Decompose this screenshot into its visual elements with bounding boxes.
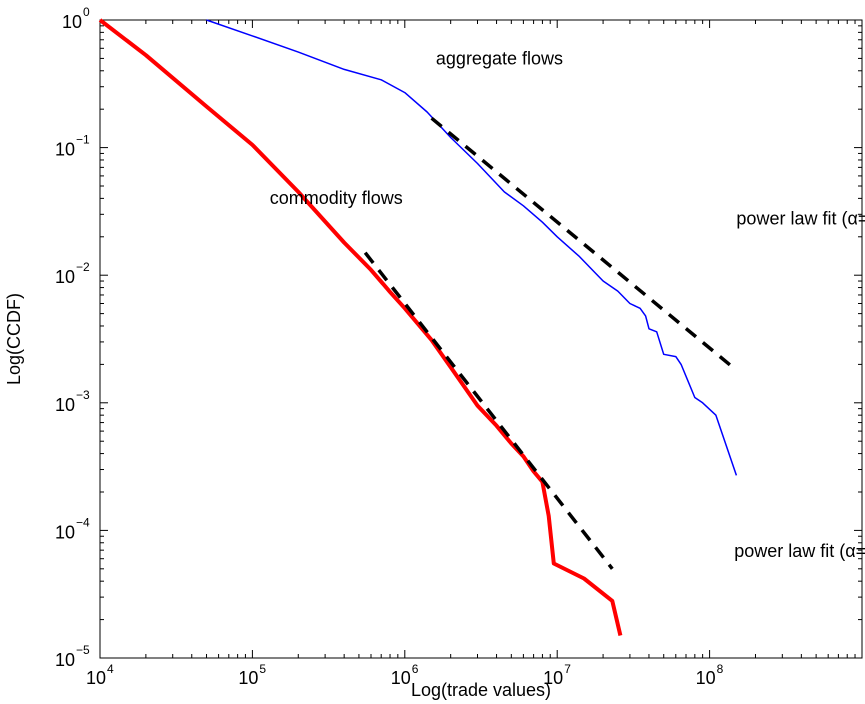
x-tick-exponent: 7 <box>564 662 571 676</box>
y-tick-label: 10 <box>55 650 75 670</box>
y-tick-exponent: −1 <box>76 133 90 147</box>
x-tick-label: 10 <box>696 668 716 688</box>
y-tick-label: 10 <box>55 395 75 415</box>
plot-area <box>99 19 863 659</box>
x-tick-label: 10 <box>86 668 106 688</box>
y-tick-label: 10 <box>55 140 75 160</box>
series-commodity-flows-line <box>98 18 623 636</box>
annotation-label-0: aggregate flows <box>436 48 563 68</box>
series-layer <box>98 18 738 636</box>
y-tick-exponent: −4 <box>76 515 90 529</box>
y-tick-exponent: 0 <box>83 5 90 19</box>
annotations-layer: aggregate flows commodity flows power law … <box>270 48 865 561</box>
y-tick-label: 10 <box>55 267 75 287</box>
x-tick-exponent: 4 <box>107 662 114 676</box>
y-tick-label: 10 <box>62 12 82 32</box>
y-tick-label: 10 <box>55 522 75 542</box>
annotation-label-3: power law fit (α=2.50) <box>734 541 865 561</box>
x-tick-label: 10 <box>391 668 411 688</box>
power-law-fit-line-3 <box>363 251 614 570</box>
annotation-label-2: power law fit (α=1.97) <box>736 208 865 228</box>
series-aggregate-flows-line <box>206 19 738 476</box>
x-tick-label: 10 <box>543 668 563 688</box>
x-tick-exponent: 6 <box>412 662 419 676</box>
y-tick-exponent: −2 <box>76 260 90 274</box>
x-tick-exponent: 8 <box>717 662 724 676</box>
annotation-label-1: commodity flows <box>270 188 403 208</box>
axis-ticks <box>99 19 863 659</box>
x-axis-title: Log(trade values) <box>411 680 551 700</box>
y-axis-title: Log(CCDF) <box>4 293 24 385</box>
x-tick-label: 10 <box>238 668 258 688</box>
y-tick-exponent: −5 <box>76 643 90 657</box>
y-tick-exponent: −3 <box>76 388 90 402</box>
x-tick-exponent: 5 <box>259 662 266 676</box>
